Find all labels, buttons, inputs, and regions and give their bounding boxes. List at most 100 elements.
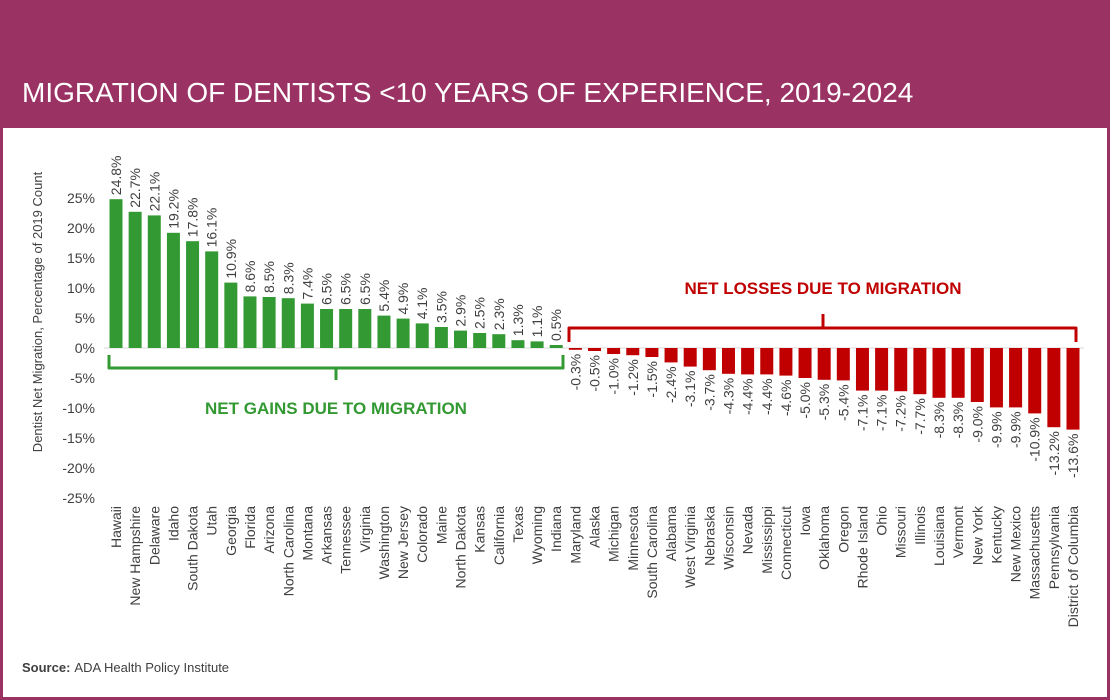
category-label: Kansas bbox=[472, 506, 488, 553]
category-label: West Virginia bbox=[682, 506, 698, 588]
category-label: Louisiana bbox=[931, 506, 947, 566]
bar-delaware bbox=[147, 215, 161, 348]
category-label: Wyoming bbox=[529, 506, 545, 564]
data-label: -10.9% bbox=[1027, 417, 1043, 461]
y-tick-label: 15% bbox=[67, 250, 95, 266]
data-label: -5.0% bbox=[797, 382, 813, 419]
category-label: New Mexico bbox=[1008, 506, 1024, 582]
data-label: 22.7% bbox=[127, 168, 143, 208]
category-label: Massachusetts bbox=[1027, 506, 1043, 599]
bar-louisiana bbox=[932, 348, 946, 398]
data-label: 22.1% bbox=[146, 172, 162, 212]
data-label: -3.1% bbox=[682, 371, 698, 408]
data-label: -1.2% bbox=[625, 359, 641, 396]
data-label: -13.2% bbox=[1046, 431, 1062, 475]
y-tick-label: -20% bbox=[62, 460, 95, 476]
category-label: Arizona bbox=[261, 506, 277, 554]
y-tick-label: -25% bbox=[62, 490, 95, 506]
data-label: 6.5% bbox=[319, 273, 335, 305]
category-label: Ohio bbox=[874, 506, 890, 536]
data-label: 4.9% bbox=[395, 283, 411, 315]
category-label: New York bbox=[969, 505, 985, 565]
data-label: -7.2% bbox=[893, 395, 909, 432]
category-label: Arkansas bbox=[319, 506, 335, 564]
bar-new-york bbox=[970, 348, 984, 402]
bar-arizona bbox=[262, 297, 276, 348]
bar-oklahoma bbox=[817, 348, 831, 380]
data-label: 2.9% bbox=[453, 295, 469, 327]
y-tick-label: -5% bbox=[70, 370, 95, 386]
category-label: Hawaii bbox=[108, 506, 124, 548]
category-label: South Dakota bbox=[185, 506, 201, 591]
bar-hawaii bbox=[109, 199, 123, 348]
data-label: 8.5% bbox=[261, 261, 277, 293]
bar-idaho bbox=[166, 232, 180, 348]
data-label: 1.1% bbox=[529, 305, 545, 337]
y-tick-label: 5% bbox=[75, 310, 95, 326]
bar-ohio bbox=[875, 348, 889, 391]
category-label: Wisconsin bbox=[720, 506, 736, 570]
bar-vermont bbox=[951, 348, 965, 398]
bar-south-dakota bbox=[186, 241, 200, 348]
data-label: -1.0% bbox=[606, 358, 622, 395]
gains-bracket bbox=[107, 355, 565, 380]
source-label: Source: bbox=[22, 660, 70, 675]
bar-indiana bbox=[549, 345, 563, 348]
bar-georgia bbox=[224, 282, 238, 348]
category-label: Maryland bbox=[567, 506, 583, 564]
data-label: 19.2% bbox=[165, 189, 181, 229]
category-label: Michigan bbox=[606, 506, 622, 562]
bar-michigan bbox=[607, 348, 621, 354]
category-label: Vermont bbox=[950, 506, 966, 558]
category-label: California bbox=[491, 506, 507, 565]
category-label: Iowa bbox=[797, 506, 813, 536]
bar-district-of-columbia bbox=[1066, 348, 1080, 430]
bar-utah bbox=[205, 251, 219, 348]
bar-california bbox=[492, 334, 506, 348]
category-label: Mississippi bbox=[759, 506, 775, 574]
bar-new-hampshire bbox=[128, 211, 142, 348]
y-tick-label: 20% bbox=[67, 220, 95, 236]
data-label: -4.4% bbox=[759, 378, 775, 415]
category-label: Texas bbox=[510, 506, 526, 543]
bar-connecticut bbox=[779, 348, 793, 376]
y-tick-label: -15% bbox=[62, 430, 95, 446]
category-label: Colorado bbox=[414, 506, 430, 563]
data-label: -7.7% bbox=[912, 398, 928, 435]
category-label: Georgia bbox=[223, 506, 239, 556]
data-label: -1.5% bbox=[644, 361, 660, 398]
bar-missouri bbox=[894, 348, 908, 392]
bar-iowa bbox=[798, 348, 812, 378]
category-label: Missouri bbox=[893, 506, 909, 558]
bar-wyoming bbox=[530, 341, 544, 348]
category-label: Florida bbox=[242, 506, 258, 549]
bar-west-virginia bbox=[683, 348, 697, 367]
bar-north-dakota bbox=[454, 330, 468, 348]
y-tick-label: 0% bbox=[75, 340, 95, 356]
category-label: Illinois bbox=[912, 506, 928, 545]
y-tick-label: 10% bbox=[67, 280, 95, 296]
data-label: 0.5% bbox=[548, 309, 564, 341]
bar-washington bbox=[377, 315, 391, 348]
data-label: -8.3% bbox=[931, 402, 947, 439]
bar-florida bbox=[243, 296, 257, 348]
category-label: Kentucky bbox=[988, 506, 1004, 564]
data-label: 3.5% bbox=[433, 291, 449, 323]
bar-north-carolina bbox=[281, 298, 295, 348]
data-label: 7.4% bbox=[299, 268, 315, 300]
bar-tennessee bbox=[339, 309, 353, 348]
data-label: -3.7% bbox=[701, 374, 717, 411]
data-label: 5.4% bbox=[376, 280, 392, 312]
bar-kansas bbox=[473, 333, 487, 348]
bar-alaska bbox=[588, 348, 601, 351]
category-label: Minnesota bbox=[625, 506, 641, 571]
data-label: 24.8% bbox=[108, 155, 124, 195]
data-label: 2.5% bbox=[472, 297, 488, 329]
data-label: -9.0% bbox=[969, 406, 985, 443]
category-label: Alaska bbox=[587, 506, 603, 548]
chart-title: MIGRATION OF DENTISTS <10 YEARS OF EXPER… bbox=[22, 77, 913, 108]
data-label: 16.1% bbox=[204, 208, 220, 248]
data-label: -5.3% bbox=[816, 384, 832, 421]
category-label: Montana bbox=[299, 506, 315, 561]
